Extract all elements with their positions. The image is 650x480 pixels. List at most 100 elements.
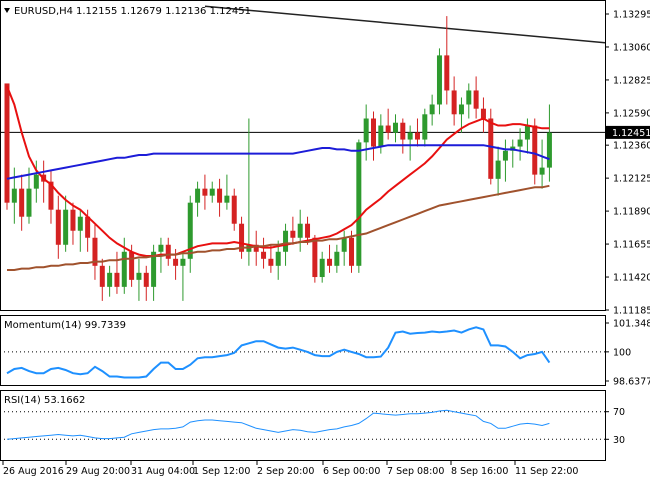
momentum-y-tick-label: 101.3487 <box>613 319 650 330</box>
candle-bear <box>414 132 420 140</box>
candle-bull <box>429 104 435 115</box>
candle-bull <box>341 237 347 252</box>
rsi-y-tick-label: 70 <box>613 407 625 418</box>
candle-bull <box>275 251 281 266</box>
y-tick-label: 1.11890 <box>613 207 650 218</box>
candle-bear <box>85 216 91 238</box>
candle-bull <box>546 132 552 168</box>
candle-bull <box>524 125 530 140</box>
y-tick-label: 1.12360 <box>613 141 650 152</box>
candle-bull <box>195 188 201 203</box>
candle-bull <box>378 125 384 147</box>
rsi-line <box>6 409 550 440</box>
price-panel-frame <box>0 0 606 311</box>
candle-bear <box>349 237 355 266</box>
candle-bear <box>327 258 333 266</box>
sma-slow-line <box>7 184 550 271</box>
rsi-panel: 70 30 <box>0 407 625 446</box>
candle-bull <box>121 251 127 287</box>
candle-bull <box>26 188 32 217</box>
y-tick-label: 1.12125 <box>613 174 650 185</box>
candle-bear <box>202 188 208 196</box>
candle-bear <box>444 55 450 91</box>
candle-bear <box>400 122 406 140</box>
candle-bear <box>92 237 98 266</box>
y-tick-label: 1.13295 <box>613 10 650 21</box>
candle-bull <box>356 142 362 266</box>
candle-bull <box>502 150 508 161</box>
candle-bear <box>231 195 237 224</box>
candle-bull <box>33 174 39 189</box>
x-tick-label: 2 Sep 20:00 <box>257 466 314 477</box>
candle-bear <box>19 188 25 217</box>
candle-bear <box>253 244 259 252</box>
candle-bull <box>458 104 464 115</box>
candle-bear <box>312 237 318 278</box>
chevron-down-icon[interactable] <box>4 8 10 13</box>
x-tick-label: 31 Aug 04:00 <box>131 466 195 477</box>
candle-bull <box>136 272 142 280</box>
y-tick-label: 1.11185 <box>613 306 650 317</box>
candle-bull <box>224 195 230 203</box>
candle-bull <box>187 202 193 259</box>
rsi-title: RSI(14) 53.1662 <box>4 395 85 406</box>
rsi-y-tick-label: 30 <box>613 435 625 446</box>
candle-bear <box>217 188 223 203</box>
candle-bull <box>466 90 472 105</box>
x-tick-label: 8 Sep 16:00 <box>451 466 508 477</box>
candle-bear <box>99 265 105 287</box>
x-tick-label: 6 Sep 00:00 <box>323 466 380 477</box>
momentum-panel: 101.3487 100 98.6377 <box>0 319 650 388</box>
candle-bear <box>143 272 149 287</box>
x-tick-label: 1 Sep 12:00 <box>193 466 250 477</box>
symbol-title: EURUSD,H4 <box>14 6 73 17</box>
candle-bear <box>55 209 61 245</box>
x-tick-label: 7 Sep 08:00 <box>387 466 444 477</box>
momentum-line <box>6 326 551 379</box>
candle-bear <box>268 258 274 266</box>
candle-bull <box>495 160 501 179</box>
candle-bull <box>363 118 369 143</box>
time-axis: 26 Aug 2016 29 Aug 20:00 31 Aug 04:001 Sep… <box>2 461 578 477</box>
current-price-tag <box>606 125 650 139</box>
x-tick-label: 26 Aug 2016 <box>3 466 64 477</box>
candle-bull <box>283 230 289 252</box>
candle-bull <box>334 251 340 266</box>
candle-bear <box>385 125 391 133</box>
price-panel: 1.13295 1.13060 1.12825 1.12590 1.12360 1.121… <box>0 5 650 317</box>
trendline[interactable] <box>204 5 606 44</box>
candle-bull <box>297 223 303 238</box>
current-price-label: 1.12451 <box>612 128 650 139</box>
candle-bull <box>77 216 83 231</box>
candle-bull <box>436 55 442 105</box>
y-tick-label: 1.11655 <box>613 240 650 251</box>
candle-bull <box>422 114 428 140</box>
candle-bear <box>4 83 10 203</box>
candle-bear <box>290 230 296 238</box>
y-tick-label: 1.13060 <box>613 42 650 53</box>
y-tick-label: 1.11420 <box>613 273 650 284</box>
momentum-panel-frame <box>0 315 606 386</box>
momentum-y-tick-label: 98.6377 <box>613 377 650 388</box>
candle-bull <box>517 139 523 147</box>
candle-bear <box>480 108 486 119</box>
momentum-title: Momentum(14) 99.7339 <box>4 320 126 331</box>
candle-bull <box>407 132 413 140</box>
candle-bull <box>180 258 186 266</box>
candle-bear <box>532 125 538 175</box>
candle-bear <box>305 223 311 238</box>
x-tick-label: 29 Aug 20:00 <box>66 466 130 477</box>
candle-bear <box>239 223 245 252</box>
candle-bear <box>451 90 457 115</box>
candle-bull <box>392 122 398 133</box>
candle-bull <box>539 167 545 175</box>
candle-bear <box>165 244 171 259</box>
candle-bear <box>371 118 376 147</box>
y-tick-label: 1.12590 <box>613 108 650 119</box>
rsi-panel-frame <box>0 390 606 461</box>
x-tick-label: 11 Sep 22:00 <box>515 466 578 477</box>
sma-mid-line <box>6 144 550 180</box>
y-tick-label: 1.12825 <box>613 75 650 86</box>
candle-bear <box>488 118 494 179</box>
